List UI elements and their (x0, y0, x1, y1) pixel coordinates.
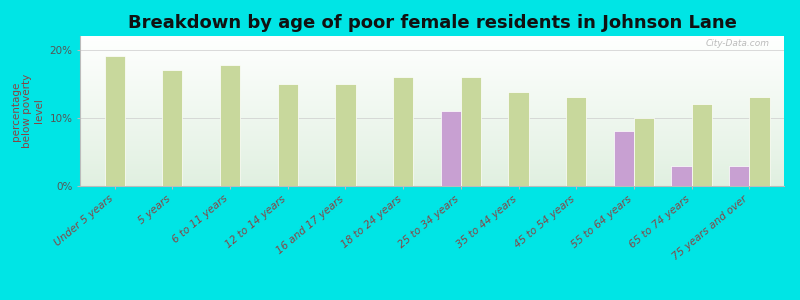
Bar (80, 151, 784, 154)
Bar (80, 118, 784, 121)
Bar (80, 36, 784, 38)
Bar (335, 84, 355, 186)
Bar (393, 77, 414, 186)
Bar (80, 64, 784, 66)
Bar (80, 131, 784, 134)
Title: Breakdown by age of poor female residents in Johnson Lane: Breakdown by age of poor female resident… (127, 14, 737, 32)
Bar (80, 166, 784, 169)
Bar (220, 64, 240, 186)
Bar (750, 98, 770, 186)
Bar (80, 184, 784, 186)
Bar (80, 83, 784, 86)
Bar (634, 118, 654, 186)
Bar (80, 181, 784, 184)
Bar (80, 81, 784, 83)
Bar (80, 171, 784, 173)
Bar (671, 166, 692, 186)
Bar (80, 106, 784, 109)
Bar (80, 66, 784, 68)
Bar (80, 94, 784, 96)
Bar (80, 58, 784, 61)
Bar (80, 96, 784, 98)
Bar (80, 46, 784, 49)
Bar (80, 143, 784, 146)
Bar (80, 86, 784, 88)
Bar (80, 136, 784, 139)
Bar (80, 56, 784, 58)
Bar (80, 164, 784, 166)
Bar (80, 146, 784, 148)
Bar (461, 77, 481, 186)
Bar (80, 53, 784, 56)
Bar (80, 121, 784, 124)
Bar (80, 103, 784, 106)
Bar (80, 68, 784, 71)
Bar (441, 111, 461, 186)
Bar (509, 92, 529, 186)
Bar (80, 113, 784, 116)
Bar (162, 70, 182, 186)
Bar (80, 98, 784, 101)
Bar (80, 74, 784, 76)
Bar (80, 154, 784, 156)
Bar (80, 49, 784, 51)
Bar (692, 104, 712, 186)
Bar (80, 178, 784, 181)
Bar (80, 158, 784, 161)
Bar (80, 141, 784, 143)
Bar (80, 173, 784, 176)
Bar (80, 161, 784, 164)
Bar (80, 76, 784, 79)
Bar (566, 98, 586, 186)
Bar (80, 139, 784, 141)
Bar (80, 116, 784, 119)
Bar (278, 84, 298, 186)
Bar (614, 131, 634, 186)
Bar (80, 51, 784, 53)
Bar (80, 41, 784, 43)
Bar (80, 61, 784, 64)
Bar (80, 91, 784, 94)
Bar (80, 126, 784, 128)
Bar (80, 44, 784, 46)
Bar (80, 169, 784, 171)
Bar (80, 71, 784, 74)
Bar (729, 166, 750, 186)
Bar (80, 79, 784, 81)
Bar (80, 111, 784, 113)
Bar (80, 88, 784, 91)
Bar (80, 134, 784, 136)
Bar (80, 38, 784, 41)
Text: City-Data.com: City-Data.com (706, 39, 770, 48)
Bar (105, 56, 125, 186)
Bar (80, 101, 784, 104)
Bar (80, 176, 784, 178)
Bar (80, 128, 784, 131)
Bar (80, 124, 784, 126)
Y-axis label: percentage
below poverty
level: percentage below poverty level (10, 74, 44, 148)
Bar (80, 109, 784, 111)
Bar (80, 148, 784, 151)
Bar (80, 156, 784, 158)
